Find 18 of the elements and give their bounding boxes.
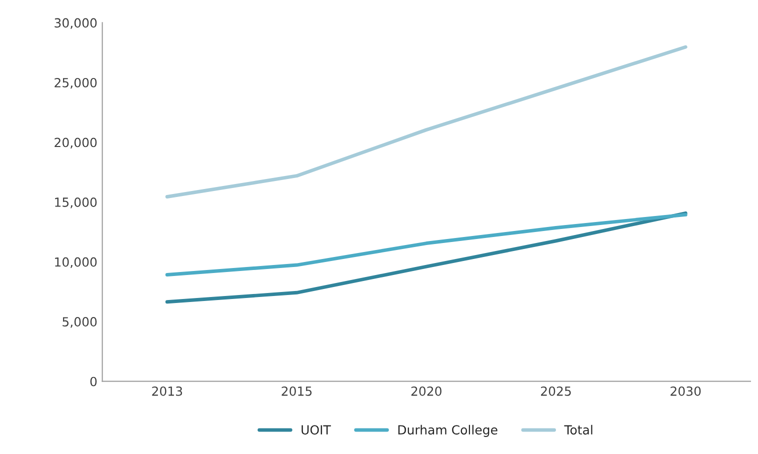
legend-label: Total: [564, 424, 592, 435]
y-tick-label: 15,000: [55, 198, 97, 208]
y-tick-label: 25,000: [54, 78, 97, 89]
line-series: [165, 212, 688, 276]
x-tick-label: 2015: [282, 386, 312, 396]
x-tick-label: 2020: [411, 386, 442, 396]
line-series: [165, 211, 688, 304]
x-tick-label: 2025: [541, 386, 571, 396]
x-tick-label: 2030: [670, 386, 701, 396]
y-tick-label: 20,000: [54, 138, 97, 148]
y-tick-label: 10,000: [55, 257, 97, 268]
y-tick-label: 0: [90, 376, 97, 386]
legend-label: Durham College: [398, 424, 498, 437]
line-series: [165, 45, 688, 199]
legend-label: UOIT: [302, 425, 331, 435]
y-tick-label: 5,000: [62, 317, 97, 328]
y-tick-label: 30,000: [54, 18, 97, 29]
x-tick-label: 2013: [152, 386, 182, 396]
